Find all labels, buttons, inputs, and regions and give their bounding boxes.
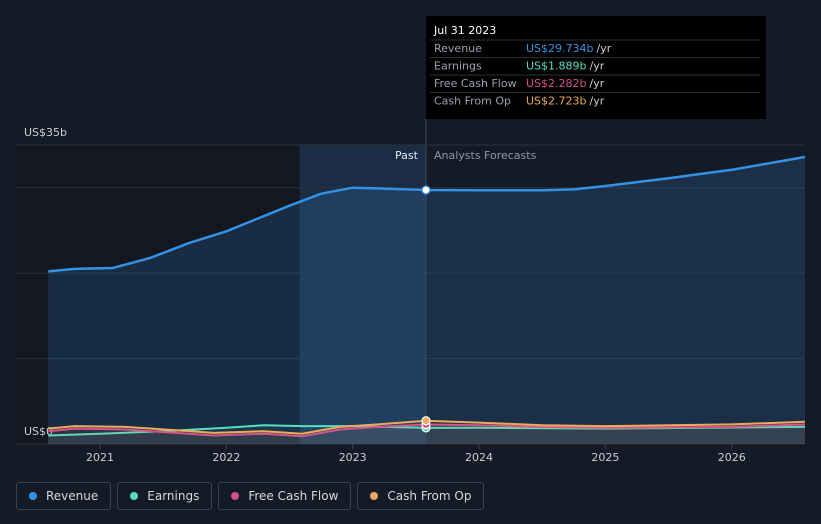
- tooltip-label: Cash From Op: [434, 95, 511, 108]
- series-line: [48, 423, 806, 438]
- legend: Revenue Earnings Free Cash Flow Cash From O…: [16, 482, 485, 510]
- legend-item[interactable]: Cash From Op: [357, 482, 485, 510]
- tooltip-value: US$1.889b/yr: [526, 60, 605, 73]
- tooltip-date: Jul 31 2023: [433, 24, 496, 37]
- revenue-area: [48, 157, 805, 444]
- x-tick-label: 2022: [212, 451, 240, 464]
- hover-dot: [421, 416, 431, 426]
- series-area: [48, 424, 805, 444]
- tooltip-unit: /yr: [597, 42, 612, 55]
- hover-dot: [421, 185, 431, 195]
- legend-item[interactable]: Free Cash Flow: [218, 482, 352, 510]
- forecast-label: Analysts Forecasts: [434, 149, 537, 162]
- tooltip: Jul 31 2023 Revenue US$29.734b/yr Earnings U…: [426, 16, 766, 119]
- tooltip-value: US$29.734b/yr: [526, 42, 612, 55]
- tooltip-value-text: US$2.282b: [526, 77, 587, 90]
- past-label: Past: [395, 149, 419, 162]
- series-line: [48, 419, 806, 435]
- series-area: [48, 425, 805, 444]
- tooltip-value: US$2.282b/yr: [526, 77, 605, 90]
- tooltip-unit: /yr: [590, 77, 605, 90]
- y-tick-label: US$0: [24, 425, 53, 438]
- x-tick-label: 2024: [465, 451, 493, 464]
- tooltip-unit: /yr: [590, 95, 605, 108]
- tooltip-value-text: US$1.889b: [526, 60, 587, 73]
- tooltip-label: Free Cash Flow: [434, 77, 517, 90]
- x-tick-label: 2026: [718, 451, 746, 464]
- y-tick-label: US$35b: [24, 126, 67, 139]
- legend-swatch: [370, 492, 379, 500]
- legend-label: Cash From Op: [387, 489, 472, 503]
- tooltip-value-text: US$29.734b: [526, 42, 594, 55]
- legend-swatch: [130, 492, 139, 500]
- legend-item[interactable]: Earnings: [117, 482, 213, 510]
- x-tick-label: 2021: [86, 451, 114, 464]
- tooltip-value: US$2.723b/yr: [526, 95, 605, 108]
- tooltip-value-text: US$2.723b: [526, 95, 587, 108]
- legend-label: Free Cash Flow: [248, 489, 339, 503]
- x-tick-label: 2025: [591, 451, 619, 464]
- legend-item[interactable]: Revenue: [16, 482, 112, 510]
- chart: US$0 US$35b 2021 2022 2023 2024 2025 2026 Past An…: [16, 16, 806, 464]
- tooltip-box: [426, 16, 766, 119]
- tooltip-label: Earnings: [434, 60, 482, 73]
- legend-swatch: [231, 492, 240, 500]
- tooltip-unit: /yr: [590, 60, 605, 73]
- legend-label: Earnings: [147, 489, 200, 503]
- series-line: [48, 424, 806, 437]
- legend-label: Revenue: [46, 489, 99, 503]
- legend-swatch: [29, 492, 37, 500]
- x-tick-label: 2023: [339, 451, 367, 464]
- tooltip-label: Revenue: [434, 42, 482, 55]
- series-line: [48, 155, 806, 273]
